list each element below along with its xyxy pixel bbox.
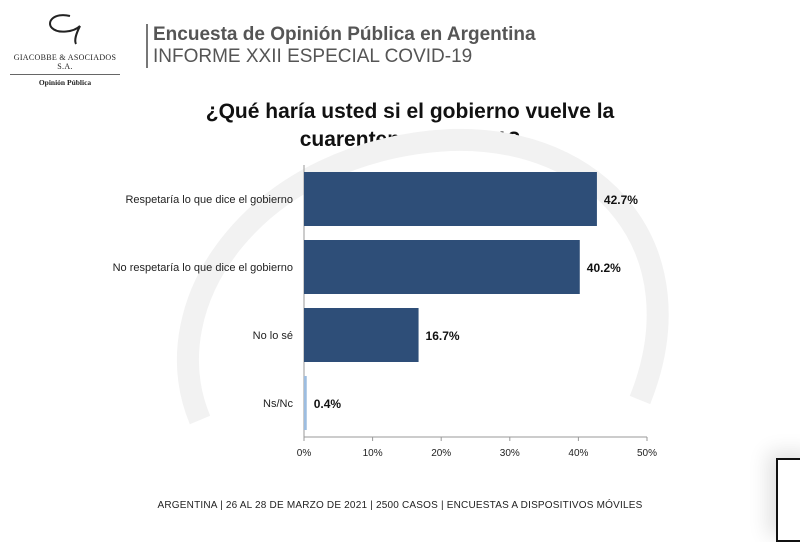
bar <box>304 376 307 430</box>
x-tick-label: 50% <box>637 448 657 459</box>
data-label: 16.7% <box>426 329 460 343</box>
bar <box>304 172 597 226</box>
report-title: Encuesta de Opinión Pública en Argentina <box>153 24 536 45</box>
bar <box>304 308 419 362</box>
x-tick-label: 0% <box>297 448 312 459</box>
data-label: 40.2% <box>587 261 621 275</box>
category-label: Respetaría lo que dice el gobierno <box>125 194 293 206</box>
company-logo: GIACOBBE & ASOCIADOS S.A. Opinión Públic… <box>10 12 120 87</box>
company-name: GIACOBBE & ASOCIADOS S.A. <box>10 53 120 75</box>
x-tick-label: 30% <box>500 448 520 459</box>
category-label: No lo sé <box>253 330 293 342</box>
x-tick-label: 10% <box>363 448 383 459</box>
bar <box>304 240 580 294</box>
category-label: Ns/Nc <box>263 398 293 410</box>
data-label: 0.4% <box>314 397 342 411</box>
category-label: No respetaría lo que dice el gobierno <box>113 262 293 274</box>
window-thumbnail[interactable] <box>776 458 800 542</box>
logo-swirl-icon <box>49 14 81 45</box>
report-subtitle: INFORME XXII ESPECIAL COVID-19 <box>153 46 473 67</box>
company-tagline: Opinión Pública <box>38 78 92 87</box>
report-header: Encuesta de Opinión Pública en Argentina… <box>146 24 536 68</box>
bar-chart: 0% 10% 20% 30% 40% 50% Respetaría lo que dice … <box>113 128 669 459</box>
footer-note: ARGENTINA | 26 AL 28 DE MARZO DE 2021 | … <box>157 500 643 511</box>
x-tick-label: 40% <box>568 448 588 459</box>
x-tick-label: 20% <box>431 448 451 459</box>
watermark-swirl <box>177 128 669 425</box>
data-label: 42.7% <box>604 193 638 207</box>
